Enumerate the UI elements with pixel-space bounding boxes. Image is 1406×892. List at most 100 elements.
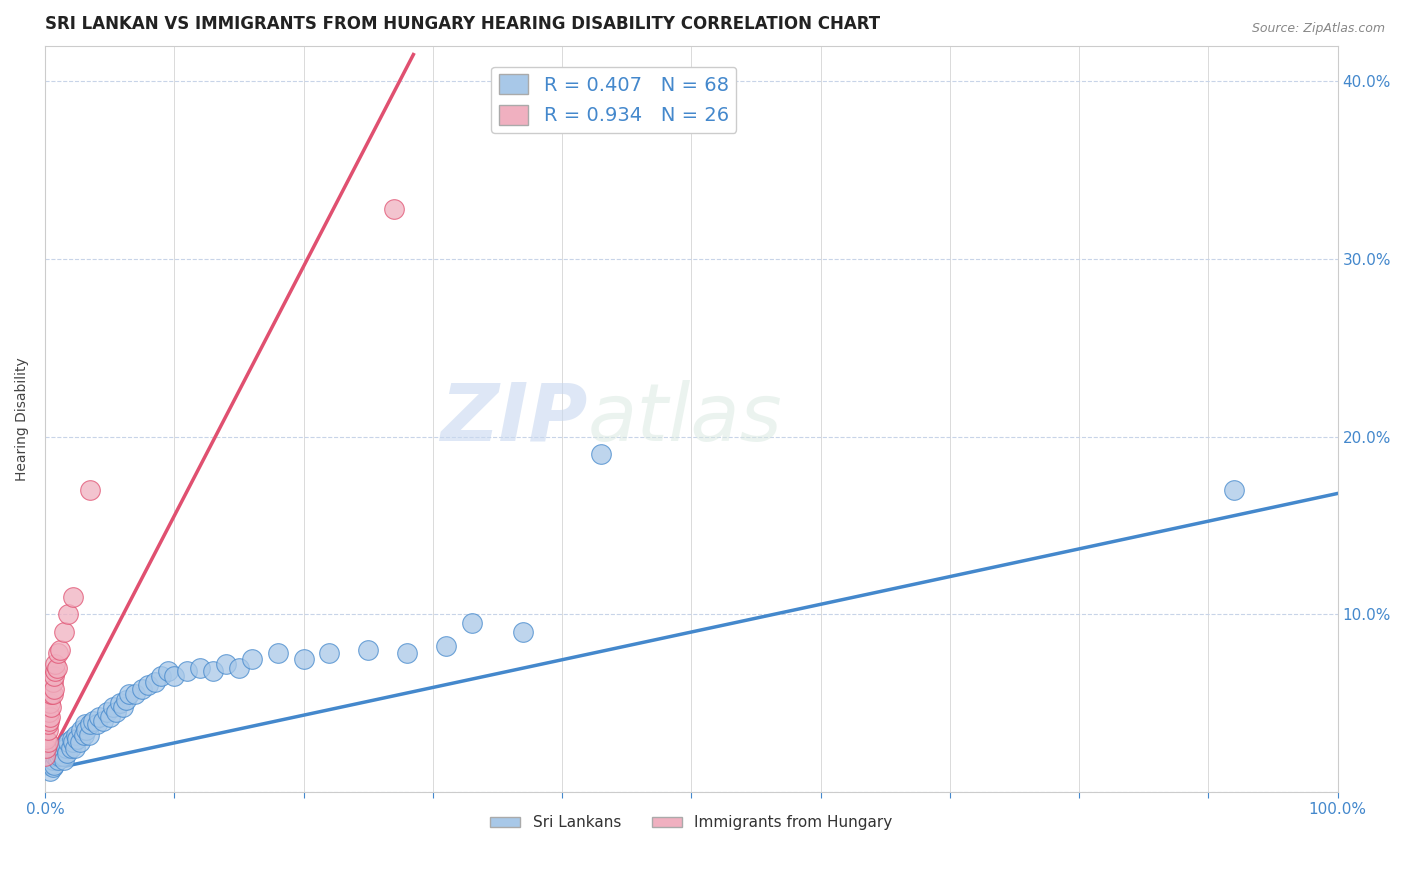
Text: atlas: atlas [588, 380, 783, 458]
Point [46, 753, 69, 767]
Point [42, 681, 65, 696]
Point [73, 728, 96, 742]
Point [434, 640, 457, 654]
Point [58, 735, 80, 749]
Point [41, 749, 63, 764]
Point [37, 735, 59, 749]
Point [66, 731, 89, 746]
Point [53, 753, 76, 767]
Point [266, 646, 288, 660]
Point [51, 740, 73, 755]
Point [44, 657, 66, 671]
Point [75, 723, 97, 737]
Point [56, 746, 79, 760]
Point [45, 746, 67, 760]
Point [228, 660, 250, 674]
Point [35, 731, 58, 746]
Point [108, 696, 131, 710]
Point [46, 646, 69, 660]
Point [42, 669, 65, 683]
Point [111, 699, 134, 714]
Point [41, 699, 63, 714]
Point [73, 717, 96, 731]
Point [79, 483, 101, 497]
Point [143, 674, 166, 689]
Point [131, 681, 153, 696]
Point [41, 687, 63, 701]
Text: SRI LANKAN VS IMMIGRANTS FROM HUNGARY HEARING DISABILITY CORRELATION CHART: SRI LANKAN VS IMMIGRANTS FROM HUNGARY HE… [45, 15, 880, 33]
Point [37, 717, 59, 731]
Point [53, 625, 76, 640]
Point [39, 710, 62, 724]
Point [150, 669, 173, 683]
Point [44, 749, 66, 764]
Point [48, 749, 70, 764]
Point [59, 740, 82, 755]
Text: Source: ZipAtlas.com: Source: ZipAtlas.com [1251, 22, 1385, 36]
Point [382, 202, 405, 216]
Point [318, 646, 340, 660]
Text: ZIP: ZIP [440, 380, 588, 458]
Point [1223, 483, 1246, 497]
Point [49, 642, 72, 657]
Point [82, 714, 104, 728]
Point [34, 749, 56, 764]
Point [63, 740, 86, 755]
Point [60, 731, 83, 746]
Point [357, 642, 380, 657]
Point [42, 753, 65, 767]
Point [215, 657, 238, 671]
Point [39, 696, 62, 710]
Point [512, 625, 534, 640]
Point [62, 590, 84, 604]
Point [37, 723, 59, 737]
Point [395, 646, 418, 660]
Point [45, 660, 67, 674]
Point [42, 687, 65, 701]
Point [156, 664, 179, 678]
Point [96, 705, 118, 719]
Point [240, 651, 263, 665]
Point [69, 735, 91, 749]
Point [38, 714, 60, 728]
Point [118, 687, 141, 701]
Point [77, 728, 100, 742]
Point [42, 674, 65, 689]
Point [55, 740, 77, 755]
Y-axis label: Hearing Disability: Hearing Disability [15, 357, 30, 481]
Point [49, 746, 72, 760]
Point [89, 710, 111, 724]
Point [163, 669, 186, 683]
Point [52, 749, 75, 764]
Point [41, 756, 63, 771]
Point [62, 735, 84, 749]
Legend: Sri Lankans, Immigrants from Hungary: Sri Lankans, Immigrants from Hungary [484, 809, 898, 837]
Point [38, 753, 60, 767]
Point [65, 728, 87, 742]
Point [86, 717, 108, 731]
Point [589, 447, 612, 461]
Point [35, 740, 58, 755]
Point [105, 705, 128, 719]
Point [58, 607, 80, 622]
Point [138, 678, 160, 692]
Point [460, 616, 482, 631]
Point [91, 714, 114, 728]
Point [34, 749, 56, 764]
Point [39, 764, 62, 778]
Point [38, 705, 60, 719]
Point [292, 651, 315, 665]
Point [44, 664, 66, 678]
Point [202, 664, 225, 678]
Point [98, 710, 121, 724]
Point [42, 758, 65, 772]
Point [176, 664, 198, 678]
Point [42, 760, 65, 774]
Point [79, 717, 101, 731]
Point [37, 758, 59, 772]
Point [188, 660, 211, 674]
Point [115, 692, 138, 706]
Point [124, 687, 146, 701]
Point [103, 699, 125, 714]
Point [70, 723, 93, 737]
